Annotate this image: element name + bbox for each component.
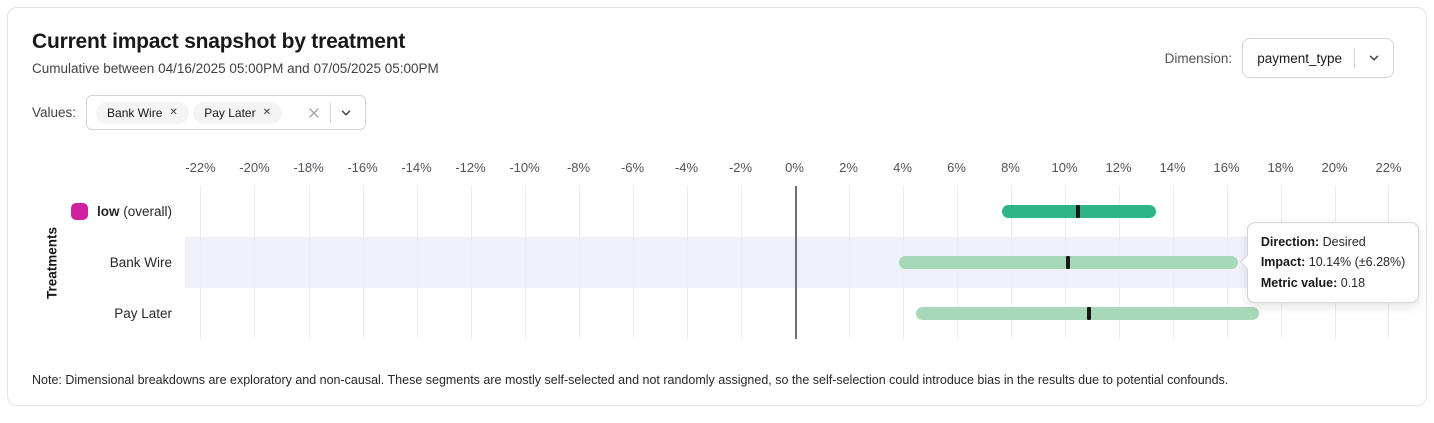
chip-remove-icon[interactable]: ✕	[262, 106, 271, 118]
tooltip-line: Impact: 10.14% (±6.28%)	[1260, 255, 1406, 270]
gridline	[740, 186, 742, 339]
x-axis-track: -22% -20% -18% -16% -14% -12% -10% -8% -6% -4% -2%…	[185, 158, 1402, 186]
title-block: Current impact snapshot by treatment Cum…	[32, 28, 439, 76]
row-labels-column: low (overall) Bank Wire Pay Later	[32, 186, 187, 339]
gridline	[686, 186, 688, 339]
impact-point-marker	[1076, 205, 1080, 218]
x-tick-label: -4%	[674, 160, 699, 175]
page-title: Current impact snapshot by treatment	[32, 30, 406, 53]
legend-swatch	[70, 203, 88, 220]
x-tick-label: 20%	[1321, 160, 1348, 175]
x-tick-label: 8%	[1001, 160, 1020, 175]
gridline	[416, 186, 418, 339]
x-tick-label: 6%	[947, 160, 966, 175]
row-label: Pay Later	[32, 288, 187, 339]
x-tick-label: 4%	[893, 160, 912, 175]
disclaimer-note: Note: Dimensional breakdowns are explora…	[32, 373, 1229, 387]
gridline	[632, 186, 634, 339]
row-label: Bank Wire	[32, 237, 187, 288]
x-tick-label: 0%	[785, 160, 804, 175]
impact-chart: -22% -20% -18% -16% -14% -12% -10% -8% -6% -4% -2%…	[32, 158, 1420, 339]
chart-tooltip: Direction: Desired Impact: 10.14% (±6.28%…	[1239, 221, 1420, 304]
x-tick-label: -14%	[401, 160, 432, 175]
gridline	[470, 186, 472, 339]
chevron-down-icon	[1367, 51, 1381, 65]
values-label: Values:	[32, 105, 77, 120]
chart-body: Treatments low (overall) Bank Wire Pay Lat…	[32, 186, 1420, 339]
gridline	[254, 186, 256, 339]
x-tick-label: -20%	[239, 160, 270, 175]
x-tick-label: -10%	[509, 160, 540, 175]
filter-chip: Bank Wire ✕	[96, 101, 189, 124]
card-header: Current impact snapshot by treatment Cum…	[32, 28, 1402, 78]
x-tick-label: -8%	[566, 160, 591, 175]
x-tick-label: -22%	[185, 160, 216, 175]
filter-chip-label: Bank Wire	[107, 105, 163, 120]
zero-gridline	[794, 186, 797, 339]
row-label-text: Bank Wire	[109, 255, 172, 270]
impact-point-marker	[1066, 256, 1071, 269]
values-multiselect[interactable]: Bank Wire ✕ Pay Later ✕	[86, 95, 366, 130]
chips-container: Bank Wire ✕ Pay Later ✕	[96, 101, 282, 124]
x-tick-label: 10%	[1051, 160, 1078, 175]
axis-spacer	[32, 158, 187, 186]
clear-all-icon[interactable]	[306, 105, 322, 121]
tooltip-line: Metric value: 0.18	[1260, 275, 1366, 290]
dropdown-divider	[1354, 48, 1355, 68]
row-label-text: low (overall)	[96, 204, 172, 219]
dimension-control: Dimension: payment_type	[1165, 38, 1394, 78]
x-tick-label: 14%	[1159, 160, 1186, 175]
x-tick-label: 18%	[1267, 160, 1294, 175]
values-filter: Values: Bank Wire ✕ Pay Later ✕	[32, 95, 1402, 130]
row-label: low (overall)	[32, 186, 187, 237]
gridline	[848, 186, 850, 339]
x-tick-label: 22%	[1375, 160, 1402, 175]
gridline	[308, 186, 310, 339]
filter-chip-label: Pay Later	[204, 105, 256, 120]
x-tick-label: -2%	[728, 160, 753, 175]
gridline	[578, 186, 580, 339]
gridline	[524, 186, 526, 339]
x-tick-label: 2%	[839, 160, 858, 175]
x-tick-label: 12%	[1105, 160, 1132, 175]
plot-area: Direction: Desired Impact: 10.14% (±6.28%…	[185, 186, 1420, 339]
x-tick-label: 16%	[1213, 160, 1240, 175]
x-tick-label: -6%	[620, 160, 645, 175]
x-axis: -22% -20% -18% -16% -14% -12% -10% -8% -6% -4% -2%…	[32, 158, 1402, 186]
dimension-selected-value: payment_type	[1257, 50, 1342, 66]
x-tick-label: -18%	[293, 160, 324, 175]
gridline	[362, 186, 364, 339]
x-tick-label: -16%	[347, 160, 378, 175]
impact-snapshot-card: Current impact snapshot by treatment Cum…	[7, 7, 1427, 406]
gridline	[200, 186, 202, 339]
tooltip-line: Direction: Desired	[1260, 234, 1366, 249]
impact-point-marker	[1086, 307, 1091, 320]
chevron-down-icon[interactable]	[339, 106, 353, 120]
dimension-dropdown[interactable]: payment_type	[1242, 38, 1394, 78]
chip-remove-icon[interactable]: ✕	[169, 106, 178, 118]
dropdown-divider	[330, 102, 331, 123]
filter-chip: Pay Later ✕	[193, 101, 282, 124]
x-tick-label: -12%	[455, 160, 486, 175]
row-label-text: Pay Later	[114, 306, 172, 321]
dimension-label: Dimension:	[1164, 50, 1233, 66]
date-range-subtitle: Cumulative between 04/16/2025 05:00PM an…	[32, 61, 439, 76]
